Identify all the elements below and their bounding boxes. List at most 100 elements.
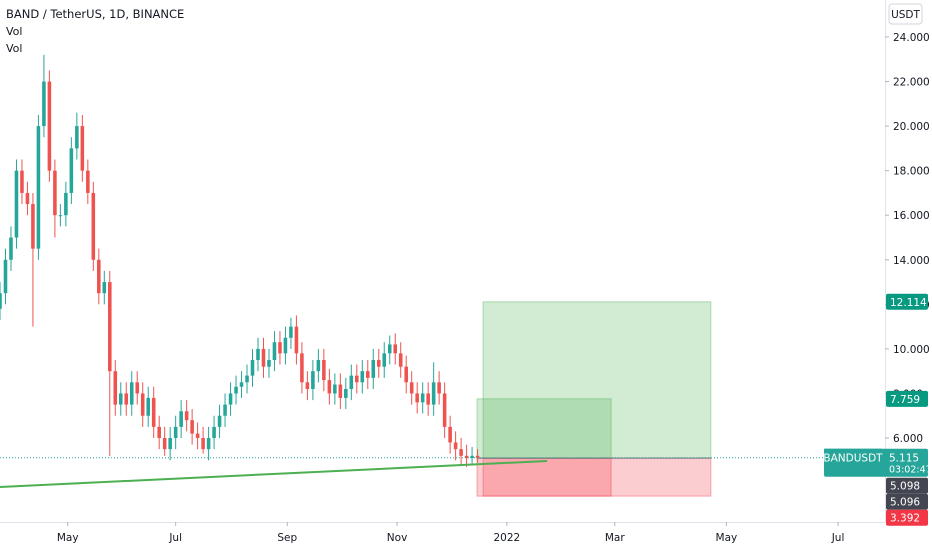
candle-body — [344, 388, 348, 398]
price-tag-label: 5.098 — [890, 481, 920, 493]
y-tick-label: 20.000 — [893, 121, 930, 133]
x-tick-label: Mar — [605, 532, 625, 544]
currency-button[interactable] — [888, 3, 923, 25]
candle-body — [250, 360, 255, 376]
price-tag — [886, 293, 928, 310]
candle-body — [327, 380, 332, 394]
x-tick-label: Jul — [168, 532, 182, 544]
candle-body — [124, 393, 129, 405]
candle-body — [294, 326, 299, 354]
candle-body — [108, 282, 112, 372]
candle-body — [420, 393, 425, 403]
candle-body — [404, 366, 408, 383]
candle-body — [470, 455, 474, 459]
trend-line — [0, 459, 548, 489]
candle-body — [135, 382, 140, 394]
candle-body — [475, 455, 480, 458]
price-tag-label: 7.759 — [890, 394, 920, 406]
candle-body — [179, 411, 183, 427]
candle-body — [212, 426, 216, 439]
candle-body — [311, 371, 315, 389]
candle-body — [437, 382, 441, 394]
price-tag — [886, 509, 928, 526]
candle-body — [168, 438, 172, 450]
candle-body — [86, 170, 90, 193]
indicator: Vol — [6, 42, 22, 55]
countdown-label: 03:02:47 — [889, 465, 932, 476]
x-tick-label: Nov — [387, 532, 408, 544]
candle-body — [217, 415, 222, 427]
candle-body — [201, 438, 205, 450]
candle-body — [157, 426, 161, 439]
candle-body — [146, 397, 150, 416]
candle-body — [333, 384, 337, 394]
candle-body — [75, 126, 79, 149]
candle-body — [64, 192, 68, 216]
candle-body — [25, 192, 30, 205]
y-tick-label: 14.000 — [893, 255, 930, 267]
candle-body — [245, 375, 249, 383]
candle-body — [398, 353, 403, 367]
price-tag — [886, 477, 928, 494]
candle-body — [3, 259, 8, 294]
candle-body — [140, 393, 145, 416]
candle-body — [31, 204, 35, 249]
candle-body — [289, 326, 293, 338]
candle-body — [261, 348, 266, 367]
x-tick-label: 2022 — [493, 532, 520, 544]
candle-body — [322, 360, 326, 381]
candle-body — [36, 126, 41, 249]
candle-body — [415, 393, 419, 403]
price-tag-label: 3.392 — [890, 513, 920, 525]
candle-body — [453, 442, 458, 450]
candle-body — [129, 382, 134, 405]
candle-body — [53, 170, 57, 216]
indicator: Vol — [6, 25, 22, 38]
candle-body — [162, 438, 167, 450]
candle-body — [387, 344, 392, 354]
x-tick-label: May — [57, 532, 79, 544]
x-tick-label: May — [716, 532, 738, 544]
last-price-label: 5.115 — [889, 453, 919, 465]
candle-body — [206, 438, 211, 450]
x-tick-label: Sep — [277, 532, 297, 544]
candle-body — [69, 148, 74, 193]
candle-body — [459, 449, 463, 456]
symbol-label: BANDUSDT — [823, 453, 883, 465]
price-tag-label: 5.096 — [890, 497, 920, 509]
candle-body — [195, 433, 200, 439]
currency[interactable]: USDT — [891, 9, 920, 21]
candle-body — [448, 426, 452, 443]
candle-body — [371, 360, 376, 378]
candle-body — [151, 397, 156, 427]
candle-body — [305, 382, 310, 389]
candle-body — [234, 386, 238, 394]
profit-zone — [482, 301, 712, 459]
y-tick-label: 18.000 — [893, 166, 930, 178]
candle-body — [355, 375, 359, 383]
candle-body — [426, 393, 430, 405]
candle-body — [91, 192, 96, 260]
plot-area — [0, 54, 885, 497]
candle-body — [20, 170, 24, 193]
candle-body — [382, 353, 387, 367]
x-tick-label: Jul — [831, 532, 845, 544]
candle-body — [228, 393, 233, 405]
candle-body — [223, 404, 227, 416]
y-tick-label: 16.000 — [893, 210, 930, 222]
candle-body — [184, 411, 189, 421]
candle-body — [272, 342, 277, 361]
price-tag — [886, 493, 928, 510]
candle-body — [278, 342, 282, 354]
candle-body — [300, 353, 304, 383]
candle-body — [47, 81, 52, 171]
price-tag — [886, 390, 928, 407]
y-tick-label: 10.000 — [893, 344, 930, 356]
profit-zone — [476, 398, 612, 459]
candle-body — [442, 393, 447, 427]
candle-body — [173, 426, 178, 439]
loss-zone — [476, 457, 612, 497]
candle-body — [80, 126, 85, 171]
candle-body — [239, 382, 244, 387]
